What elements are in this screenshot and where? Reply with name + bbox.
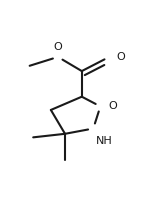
Text: O: O — [116, 52, 125, 62]
Text: O: O — [54, 42, 62, 52]
Text: O: O — [108, 101, 117, 111]
Text: NH: NH — [96, 136, 113, 146]
